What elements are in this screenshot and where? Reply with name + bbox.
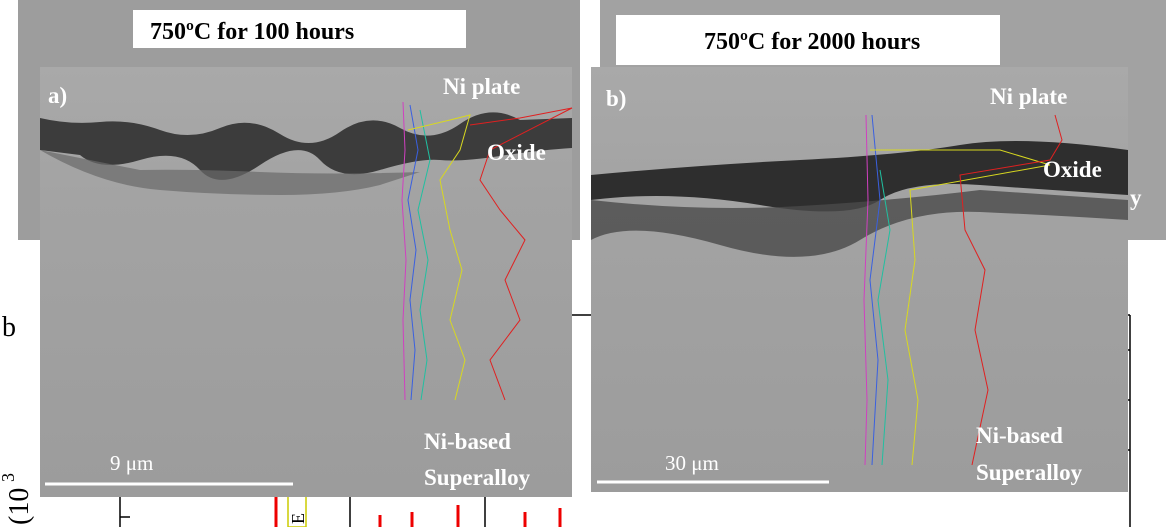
background-letter: b [2,312,16,343]
panel-label: b) [606,86,626,111]
layer-label: Superalloy [424,465,531,490]
background-legend-letter: E [288,513,308,524]
title-box [133,10,466,48]
micrograph-b [591,67,1128,492]
title-box [616,15,1000,65]
layer-label: Ni plate [990,84,1067,109]
panel-label: a) [48,83,67,108]
background-axis-exponent: 3 [0,473,18,482]
panel-title: 750ºC for 2000 hours [704,29,920,55]
layer-label: Oxide [1043,157,1102,182]
layer-label: Ni-based [976,423,1063,448]
layer-label: Superalloy [976,460,1083,485]
micrograph-a [40,67,573,497]
layer-label: Ni plate [443,74,520,99]
background-letter: y [1130,185,1142,210]
layer-label: Ni-based [424,429,511,454]
background-axis-label: (10 [4,488,35,525]
background-chart-marks [274,495,562,527]
scale-bar-label: 30 μm [665,451,719,475]
panel-title: 750ºC for 100 hours [150,19,354,45]
layer-label: Oxide [487,140,546,165]
scale-bar-label: 9 μm [110,451,153,475]
